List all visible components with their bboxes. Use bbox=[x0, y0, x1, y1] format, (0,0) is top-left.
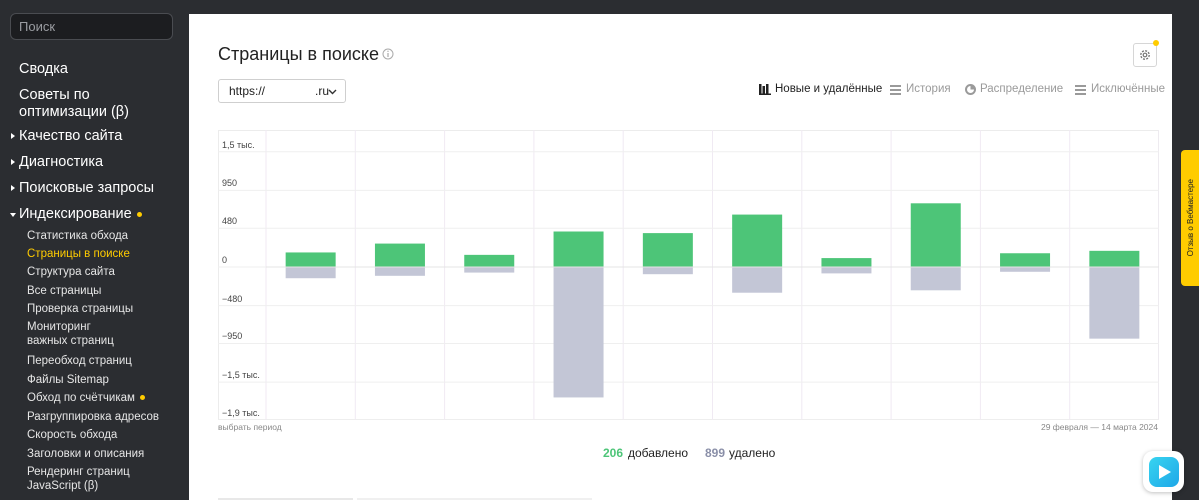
sub-item-url-ungroup[interactable]: Разгруппировка адресов bbox=[27, 411, 159, 423]
sidebar: Сводка Советы по оптимизации (β) Качеств… bbox=[0, 0, 195, 500]
period-range: 29 февраля — 14 марта 2024 bbox=[1040, 422, 1158, 432]
settings-notification-dot bbox=[1153, 40, 1159, 46]
assistant-play-icon bbox=[1148, 456, 1179, 487]
added-bar bbox=[464, 254, 515, 267]
tab-excluded-label: Исключённые bbox=[1091, 83, 1166, 95]
removed-bar bbox=[553, 266, 604, 398]
page-title: Страницы в поиске bbox=[218, 44, 379, 64]
tab-distribution[interactable]: Распределение bbox=[965, 83, 1063, 95]
sub-item-crawl-stats[interactable]: Статистика обхода bbox=[27, 230, 129, 242]
sub-item-recrawl[interactable]: Переобход страниц bbox=[27, 355, 132, 367]
pie-icon bbox=[965, 83, 976, 95]
nav-item-summary[interactable]: Сводка bbox=[19, 61, 68, 77]
main-panel: Страницы в поиске https:// .ru Новые и у… bbox=[189, 14, 1172, 500]
sub-item-monitoring[interactable]: Мониторинг bbox=[27, 321, 91, 333]
site-scheme: https:// bbox=[229, 84, 266, 98]
y-tick-label: 480 bbox=[222, 216, 238, 227]
history-icon bbox=[890, 84, 901, 95]
sub-item-counter-crawl-label: Обход по счётчикам bbox=[27, 392, 135, 404]
divider-2 bbox=[357, 498, 592, 500]
removed-bar bbox=[642, 266, 693, 275]
sub-item-titles[interactable]: Заголовки и описания bbox=[27, 448, 145, 460]
removed-bar bbox=[1000, 266, 1051, 272]
added-bar bbox=[1089, 250, 1140, 267]
added-bar bbox=[1000, 253, 1051, 267]
feedback-tab[interactable]: Отзыв о Вебмастере bbox=[1181, 150, 1199, 286]
tab-history[interactable]: История bbox=[890, 83, 951, 95]
tab-new-and-removed[interactable]: Новые и удалённые bbox=[759, 83, 882, 95]
removed-count: 899 bbox=[705, 446, 726, 460]
sub-item-all-pages[interactable]: Все страницы bbox=[27, 285, 102, 297]
removed-bar bbox=[910, 266, 961, 291]
bars-icon bbox=[759, 83, 771, 95]
sub-item-crawl-speed[interactable]: Скорость обхода bbox=[27, 429, 118, 441]
sub-item-site-structure[interactable]: Структура сайта bbox=[27, 266, 115, 278]
sub-item-counter-crawl[interactable]: Обход по счётчикам bbox=[27, 392, 145, 406]
y-tick-label: −1,9 тыс. bbox=[222, 408, 260, 418]
added-bar bbox=[285, 252, 336, 267]
tab-new-and-removed-label: Новые и удалённые bbox=[775, 83, 883, 95]
nav-item-search-queries[interactable]: Поисковые запросы bbox=[11, 180, 154, 196]
added-bar bbox=[642, 233, 693, 267]
removed-bar bbox=[285, 266, 336, 279]
sub-item-rendering-line2[interactable]: JavaScript (β) bbox=[27, 480, 99, 492]
chart-canvas bbox=[218, 130, 1159, 420]
sub-item-monitoring-line2[interactable]: важных страниц bbox=[27, 335, 114, 347]
nav-item-diagnostics[interactable]: Диагностика bbox=[10, 154, 104, 170]
removed-bar bbox=[374, 266, 425, 276]
nav-item-optimization-tips[interactable]: Советы по оптимизации (β) bbox=[19, 87, 129, 120]
site-domain: .ru bbox=[315, 84, 330, 98]
y-tick-label: 1,5 тыс. bbox=[222, 139, 255, 150]
added-bar bbox=[910, 203, 961, 267]
sub-item-sitemap[interactable]: Файлы Sitemap bbox=[27, 374, 109, 386]
removed-label: удалено bbox=[729, 446, 776, 460]
sub-item-page-check[interactable]: Проверка страницы bbox=[27, 303, 134, 315]
removed-bar bbox=[1089, 266, 1140, 339]
nav-item-indexing[interactable]: Индексирование bbox=[10, 206, 142, 223]
removed-bar bbox=[464, 266, 515, 273]
added-bar bbox=[732, 214, 783, 267]
pages-chart: 1,5 тыс. 950 480 0 −480 −950 −1,5 тыс. −1,9 тыс… bbox=[218, 130, 1159, 420]
counter-crawl-dot-icon bbox=[139, 395, 145, 401]
nav-item-indexing-label: Индексирование bbox=[19, 206, 132, 222]
gear-icon bbox=[1140, 50, 1150, 60]
y-tick-label: −1,5 тыс. bbox=[222, 370, 260, 381]
sub-item-rendering[interactable]: Рендеринг страниц bbox=[27, 466, 130, 478]
indexing-dot-icon bbox=[136, 211, 142, 217]
site-selector[interactable]: https:// .ru bbox=[218, 79, 346, 103]
y-tick-label: 950 bbox=[222, 178, 238, 189]
removed-bar bbox=[732, 266, 783, 293]
y-tick-label: 0 bbox=[222, 254, 228, 265]
added-bar bbox=[374, 243, 425, 267]
settings-button[interactable] bbox=[1133, 43, 1157, 67]
added-count: 206 bbox=[603, 446, 624, 460]
view-tabs: Новые и удалённые История Распределение … bbox=[189, 83, 1172, 99]
removed-bar bbox=[821, 266, 872, 274]
nav-item-site-quality[interactable]: Качество сайта bbox=[10, 128, 123, 144]
info-icon[interactable] bbox=[382, 48, 394, 60]
assistant-button[interactable] bbox=[1143, 451, 1184, 492]
tab-history-label: История bbox=[906, 83, 951, 95]
feedback-label: Отзыв о Вебмастере bbox=[1185, 179, 1195, 257]
tab-excluded[interactable]: Исключённые bbox=[1075, 83, 1165, 95]
y-tick-label: −480 bbox=[222, 293, 243, 304]
y-tick-label: −950 bbox=[222, 331, 243, 342]
chart-frame bbox=[218, 130, 1159, 420]
sub-item-pages-in-search[interactable]: Страницы в поиске bbox=[27, 248, 130, 260]
tab-distribution-label: Распределение bbox=[980, 83, 1064, 95]
chevron-down-icon bbox=[328, 89, 337, 95]
search-box[interactable] bbox=[10, 13, 195, 40]
added-bar bbox=[553, 231, 604, 267]
select-period-link[interactable]: выбрать период bbox=[218, 422, 282, 432]
divider bbox=[218, 498, 353, 500]
added-bar bbox=[821, 258, 872, 267]
added-label: добавлено bbox=[628, 446, 689, 460]
search-input[interactable] bbox=[19, 19, 195, 34]
excluded-icon bbox=[1075, 84, 1086, 95]
